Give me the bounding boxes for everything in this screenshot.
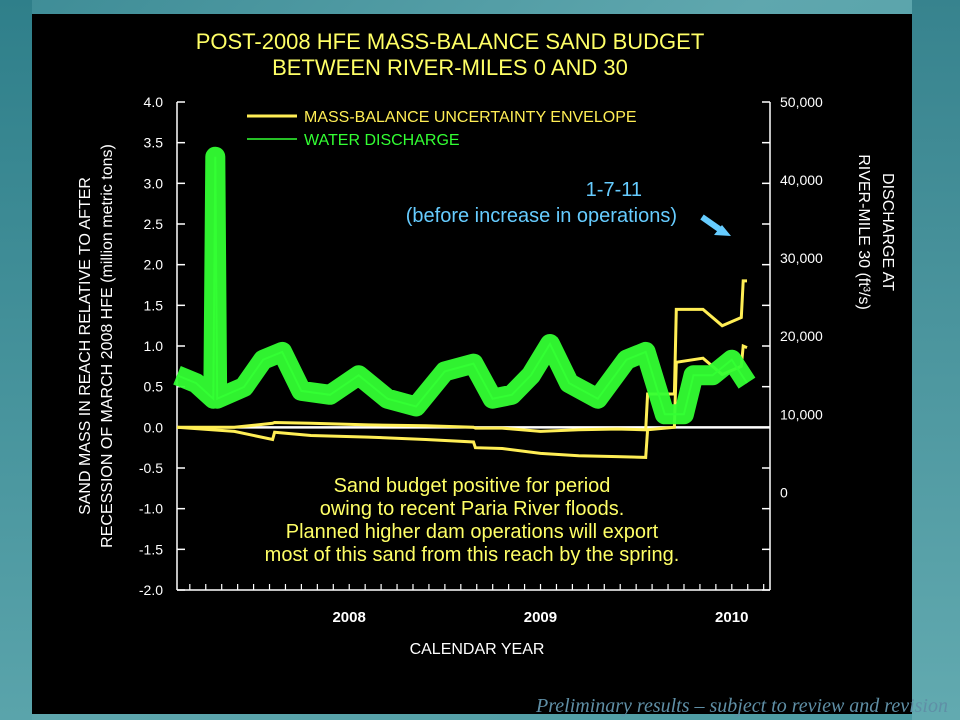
annotation-date: (before increase in operations) xyxy=(406,205,677,227)
annotation-arrowhead xyxy=(714,225,731,236)
right-tick-label: 10,000 xyxy=(780,406,823,422)
left-tick-label: 1.5 xyxy=(144,297,164,313)
annotation-note: Planned higher dam operations will expor… xyxy=(286,521,659,543)
legend-label: WATER DISCHARGE xyxy=(304,132,460,149)
slide-right-edge xyxy=(912,0,960,720)
axis-ticks: 4.0 3.5 3.0 2.5 2.0 1.5 1.0 0.5 0.0 -0.5 -1.0 -1.5 -… xyxy=(139,94,823,626)
chart: POST-2008 HFE MASS-BALANCE SAND BUDGETBE… xyxy=(77,29,896,658)
left-tick-label: -1.0 xyxy=(139,501,163,517)
annotation-arrow xyxy=(700,214,724,234)
right-tick-label: 20,000 xyxy=(780,328,823,344)
left-tick-label: 0.0 xyxy=(144,419,164,435)
envelope-line-1 xyxy=(177,279,747,433)
legend: MASS-BALANCE UNCERTAINTY ENVELOPE WATER D… xyxy=(247,109,637,149)
annotation-note: owing to recent Paria River floods. xyxy=(320,498,625,520)
left-axis-label: RECESSION OF MARCH 2008 HFE (million met… xyxy=(99,144,116,548)
discharge-line xyxy=(176,156,748,416)
annotations: 1-7-11 (before increase in operations) San… xyxy=(265,179,731,566)
right-tick-label: 0 xyxy=(780,484,788,500)
left-tick-label: -2.0 xyxy=(139,582,163,598)
axis-labels: CALENDAR YEAR SAND MASS IN REACH RELATIVE… xyxy=(77,144,896,658)
x-tick-label: 2008 xyxy=(332,609,365,626)
right-axis-label: DISCHARGE AT xyxy=(879,173,896,291)
left-axis-label: SAND MASS IN REACH RELATIVE TO AFTER xyxy=(77,177,94,515)
left-tick-label: -1.5 xyxy=(139,541,163,557)
slide-left-edge xyxy=(0,0,32,720)
discharge-band xyxy=(173,146,756,425)
legend-label: MASS-BALANCE UNCERTAINTY ENVELOPE xyxy=(304,109,637,126)
x-tick-label: 2009 xyxy=(524,609,557,626)
left-tick-label: 0.5 xyxy=(144,379,164,395)
series xyxy=(173,146,756,459)
x-tick-label: 2010 xyxy=(715,609,748,626)
left-tick-label: -0.5 xyxy=(139,460,163,476)
chart-title-line: POST-2008 HFE MASS-BALANCE SAND BUDGET xyxy=(196,29,705,54)
chart-panel: POST-2008 HFE MASS-BALANCE SAND BUDGET BE… xyxy=(32,14,912,714)
left-tick-label: 4.0 xyxy=(144,94,164,110)
right-tick-label: 50,000 xyxy=(780,94,823,110)
right-axis-label: RIVER-MILE 30 (ft³/s) xyxy=(855,154,872,310)
left-tick-label: 3.0 xyxy=(144,175,164,191)
chart-title: POST-2008 HFE MASS-BALANCE SAND BUDGETBE… xyxy=(196,29,705,80)
right-tick-label: 40,000 xyxy=(780,172,823,188)
annotation-note: Sand budget positive for period xyxy=(334,475,611,497)
left-tick-label: 2.0 xyxy=(144,257,164,273)
annotation-date: 1-7-11 xyxy=(586,179,642,201)
left-tick-label: 2.5 xyxy=(144,216,164,232)
footer-note: Preliminary results – subject to review … xyxy=(536,695,948,717)
x-axis-label: CALENDAR YEAR xyxy=(410,641,545,658)
left-tick-label: 3.5 xyxy=(144,135,164,151)
annotation-note: most of this sand from this reach by the… xyxy=(265,544,680,566)
left-tick-label: 1.0 xyxy=(144,338,164,354)
right-tick-label: 30,000 xyxy=(780,250,823,266)
chart-title-line: BETWEEN RIVER-MILES 0 AND 30 xyxy=(272,55,628,80)
